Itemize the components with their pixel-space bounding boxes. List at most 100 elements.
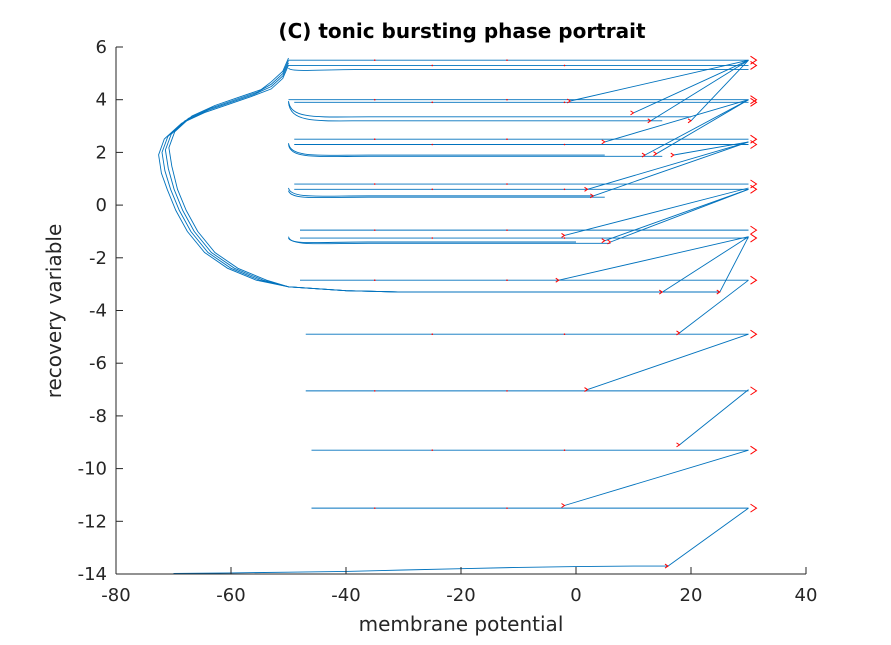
y-tick-label: -10 — [78, 459, 107, 480]
direction-marker — [373, 98, 376, 101]
peak-arrow — [750, 233, 758, 243]
spike-line — [610, 188, 749, 243]
direction-marker — [506, 279, 508, 281]
y-axis-label: recovery variable — [42, 224, 66, 399]
spike-line — [587, 141, 749, 190]
direction-marker — [431, 64, 434, 67]
direction-arrow — [584, 387, 589, 392]
x-tick-label: 0 — [570, 585, 581, 606]
direction-arrow — [716, 289, 721, 295]
quiescent-loop-line — [168, 57, 720, 293]
peak-arrow — [750, 61, 758, 70]
direction-arrow — [601, 238, 606, 244]
sag-curve — [288, 237, 576, 244]
y-tick-label: -2 — [89, 248, 107, 269]
x-tick-label: 40 — [795, 585, 818, 606]
chart-title: (C) tonic bursting phase portrait — [278, 19, 646, 43]
direction-marker — [373, 390, 376, 392]
direction-marker — [506, 229, 508, 231]
direction-marker — [431, 188, 434, 191]
peak-arrow — [750, 225, 758, 235]
direction-arrow — [647, 118, 652, 124]
direction-marker — [431, 449, 434, 451]
y-tick-label: 0 — [96, 195, 107, 216]
x-tick-label: -60 — [216, 585, 245, 606]
direction-marker — [373, 229, 376, 231]
direction-marker — [373, 59, 376, 61]
spike-line — [656, 99, 749, 155]
direction-marker — [506, 183, 508, 185]
direction-marker — [373, 279, 376, 281]
direction-arrow — [687, 118, 692, 124]
y-tick-label: 6 — [96, 37, 107, 58]
direction-marker — [563, 333, 566, 336]
direction-arrow — [664, 563, 669, 569]
peak-arrow — [750, 97, 758, 107]
sag-curve — [288, 187, 594, 197]
direction-arrow — [584, 186, 589, 192]
sag-curve — [288, 102, 663, 122]
direction-marker — [506, 507, 508, 509]
spike-line — [633, 59, 749, 114]
spike-line — [679, 279, 749, 334]
trajectory-approach — [173, 565, 668, 574]
spike-line — [644, 99, 749, 156]
direction-arrow — [670, 152, 675, 158]
spike-line — [604, 188, 749, 242]
spike-line — [604, 99, 749, 143]
axes-layer — [115, 46, 807, 575]
x-axis-label: membrane potential — [359, 612, 564, 636]
sag-curve — [288, 67, 749, 71]
direction-arrow — [601, 139, 606, 145]
direction-arrow — [561, 232, 566, 238]
direction-marker — [506, 98, 508, 101]
y-tick-label: -8 — [89, 406, 107, 427]
spike-line — [587, 333, 749, 391]
x-tick-label: -80 — [101, 585, 130, 606]
direction-marker — [563, 143, 566, 146]
direction-marker — [506, 59, 508, 61]
direction-arrow — [561, 503, 566, 508]
sag-curve — [288, 100, 691, 118]
direction-arrow — [641, 152, 646, 158]
y-tick-label: -6 — [89, 353, 107, 374]
direction-arrow — [607, 239, 612, 245]
spike-line — [558, 236, 749, 281]
sag-curve — [288, 190, 605, 199]
y-tick-label: -14 — [78, 564, 107, 585]
spike-line — [679, 389, 749, 446]
spike-line — [673, 141, 749, 156]
peak-arrow — [750, 503, 758, 513]
spike-line — [564, 449, 749, 506]
direction-marker — [563, 237, 566, 239]
direction-marker — [431, 333, 434, 336]
x-tick-label: -40 — [331, 585, 360, 606]
direction-marker — [563, 64, 566, 67]
sag-curve — [288, 143, 605, 156]
direction-arrow — [676, 442, 681, 448]
spike-line — [690, 59, 749, 122]
spike-line — [593, 141, 749, 197]
peak-arrow — [750, 184, 758, 194]
direction-arrow — [566, 98, 572, 104]
direction-marker — [506, 390, 508, 392]
direction-arrow — [658, 289, 664, 295]
direction-arrow — [630, 110, 635, 116]
direction-arrow — [676, 330, 681, 336]
peak-arrow — [750, 275, 758, 285]
peak-arrow — [750, 95, 758, 105]
y-tick-label: 2 — [96, 142, 107, 163]
arrow-layer — [373, 55, 758, 569]
direction-marker — [431, 101, 434, 104]
direction-marker — [563, 188, 566, 191]
direction-marker — [373, 138, 376, 141]
y-tick-labels: -14 -12 -10 -8 -6 -4 -2 0 2 4 6 — [78, 37, 107, 585]
peak-arrow — [750, 140, 758, 149]
direction-marker — [373, 183, 376, 185]
data-layer — [158, 57, 749, 574]
y-tick-label: -4 — [89, 301, 107, 322]
direction-arrow — [653, 151, 658, 157]
